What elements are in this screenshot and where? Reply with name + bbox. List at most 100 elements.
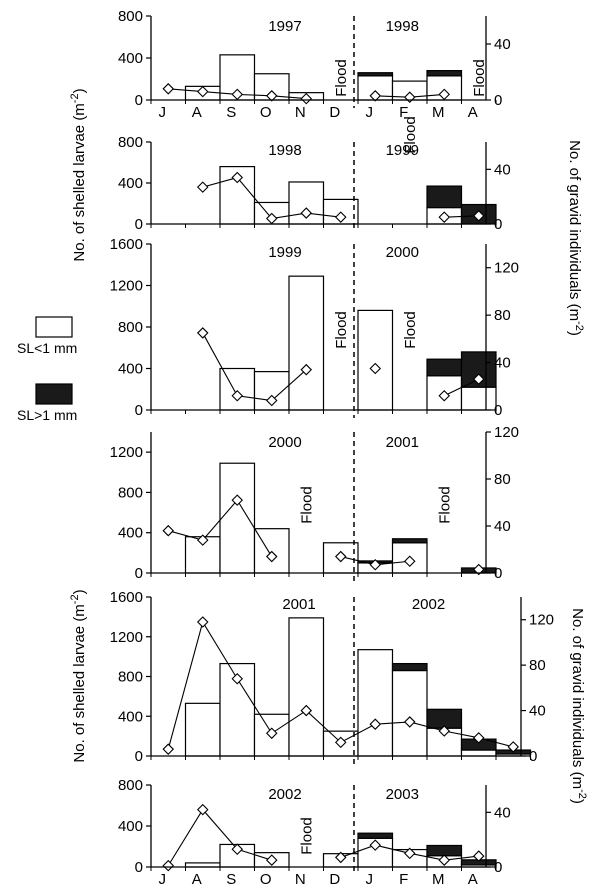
gravid-point [403,716,416,728]
left-tick-label: 0 [135,92,143,109]
flood-label: Flood [333,311,350,349]
month-tick-label: O [260,871,272,888]
month-tick-label: S [226,871,236,888]
panel-4: 0 400 800 1200 0 40 80 120 2000 2001 Flood Flood [110,424,519,582]
bar-small-shell [460,749,497,757]
gravid-point [265,550,278,563]
left-tick-label: 400 [118,708,143,725]
left-tick-label: 400 [118,361,143,378]
gravid-point [162,83,175,95]
left-tick-label: 400 [118,818,143,835]
gravid-point [231,494,244,506]
right-tick-label: 0 [494,402,502,419]
flood-label: Flood [298,486,315,524]
year-label: 1998 [268,142,301,159]
gravid-series-line [444,378,479,397]
month-tick-label: A [192,871,202,888]
bar-large-shell [426,358,463,377]
gravid-point [438,389,451,402]
left-tick-label: 400 [118,50,143,67]
right-tick-label: 120 [529,612,554,629]
left-tick-label: 1600 [110,589,143,606]
right-axis-title-top: No. of gravid individuals (m-2) [566,140,585,336]
gravid-point [472,373,485,385]
month-tick-label: D [329,104,340,121]
month-tick-label: N [295,871,306,888]
gravid-point [196,85,209,98]
month-tick-label: A [468,871,478,888]
month-tick-label: O [260,104,272,121]
left-tick-label: 0 [135,216,143,233]
year-label: 2000 [386,244,419,261]
gravid-point [507,741,520,753]
flood-label: Flood [402,311,419,349]
left-axis-title-top: No. of shelled larvae (m-2) [69,88,88,261]
legend-label-large-shell: SL>1 mm [17,407,77,423]
gravid-series-line [168,499,273,557]
panel-3: 0 400 800 1200 1600 0 40 80 120 1999 2000 Flood Floo… [110,236,519,419]
right-tick-label: 120 [494,260,519,277]
left-tick-label: 0 [135,402,143,419]
gravid-point [231,843,244,856]
gravid-point [369,90,382,102]
year-label: 1997 [268,18,301,35]
right-tick-label: 80 [529,657,546,674]
right-axis-title-bottom: No. of gravid individuals (m-2) [569,608,588,804]
right-tick-label: 80 [494,307,511,324]
bar-small-shell [288,617,325,757]
month-tick-label: F [399,871,408,888]
bar-small-shell [219,462,256,574]
gravid-point [265,394,278,407]
gravid-point [162,743,175,755]
flood-label: Flood [436,486,453,524]
left-tick-label: 1200 [110,444,143,461]
gravid-point [162,524,175,537]
panel-5: 0 400 800 1200 1600 0 40 80 120 2001 2002 [110,589,554,765]
gravid-point [231,389,244,402]
gravid-point [438,211,451,223]
month-tick-label: J [366,104,374,121]
panel-1: 0 400 800 0 40 J A S O N D J F M A 1997 1998 Flood Flood [118,8,511,121]
month-tick-label: D [329,871,340,888]
left-tick-label: 800 [118,777,143,794]
right-tick-label: 40 [494,804,511,821]
gravid-point [196,803,209,816]
gravid-point [334,851,347,864]
month-tick-label: J [159,871,167,888]
month-tick-label: J [366,871,374,888]
gravid-point [472,732,485,744]
gravid-point [300,704,313,717]
year-label: 1998 [386,18,419,35]
month-tick-label: A [468,104,478,121]
left-tick-label: 400 [118,175,143,192]
legend-swatch-large-shell [35,383,73,405]
left-axis-title-bottom: No. of shelled larvae (m-2) [69,589,88,762]
bar-large-shell [426,185,463,209]
bar-small-shell [288,275,325,411]
month-tick-label: M [432,871,445,888]
year-label: 2000 [268,434,301,451]
right-tick-label: 0 [494,565,502,582]
bar-large-shell [391,538,428,544]
gravid-point [231,672,244,685]
month-tick-label: S [226,104,236,121]
left-tick-label: 1200 [110,278,143,295]
year-label: 2003 [386,786,419,803]
bar-large-shell [426,844,463,857]
right-tick-label: 0 [529,748,537,765]
gravid-point [369,558,382,571]
left-tick-label: 800 [118,484,143,501]
gravid-point [196,181,209,193]
gravid-series-line [444,215,479,218]
flood-label: Flood [471,59,488,97]
year-label: 2001 [386,434,419,451]
bar-large-shell [426,69,463,77]
right-tick-label: 40 [494,36,511,53]
left-tick-label: 400 [118,525,143,542]
gravid-point [472,563,485,576]
right-tick-label: 120 [494,424,519,441]
right-tick-label: 40 [494,355,511,372]
left-tick-label: 800 [118,8,143,25]
